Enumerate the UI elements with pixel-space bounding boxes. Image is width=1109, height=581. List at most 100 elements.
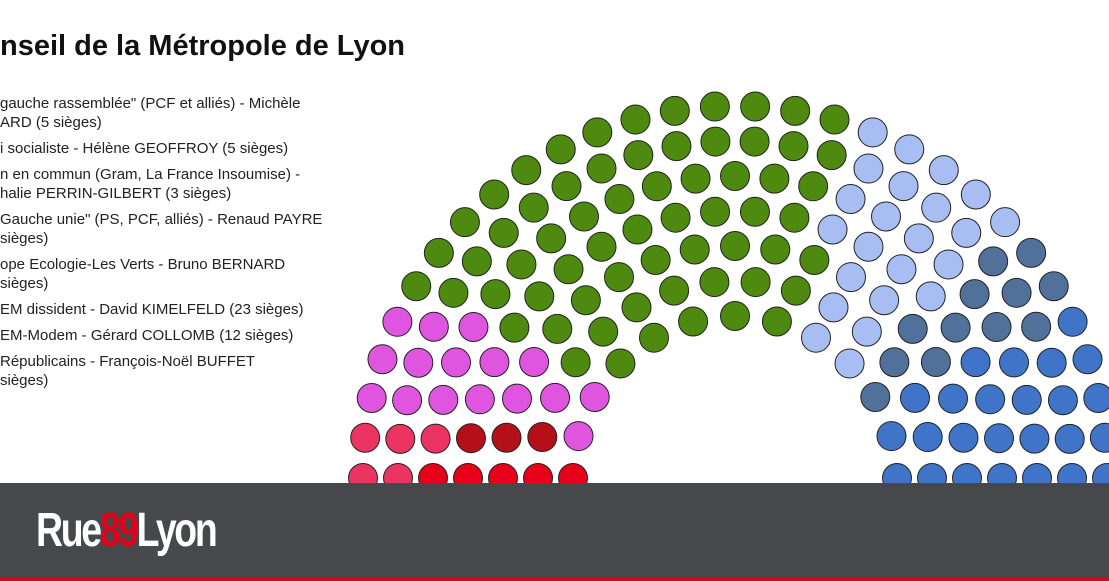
seat <box>519 347 550 377</box>
seat <box>438 277 469 308</box>
seat <box>940 312 971 343</box>
seat <box>699 91 730 122</box>
legend-entry: EM-Modem - Gérard COLLOMB (12 sièges) <box>0 327 294 344</box>
seat <box>978 246 1009 277</box>
seat <box>700 196 731 227</box>
seat <box>897 313 928 344</box>
seat <box>423 237 454 268</box>
seat <box>403 347 434 378</box>
seat <box>1054 423 1085 454</box>
seat <box>540 382 571 413</box>
seat <box>1083 383 1109 414</box>
seat <box>679 234 710 265</box>
seat <box>392 385 423 416</box>
seat <box>440 347 471 378</box>
seat <box>367 344 398 375</box>
seat <box>860 382 891 412</box>
seat <box>536 223 567 254</box>
seat <box>501 383 532 414</box>
seat <box>678 306 709 337</box>
seat <box>605 348 636 379</box>
seat <box>817 214 848 245</box>
seat <box>418 311 449 342</box>
seat <box>350 422 381 453</box>
seat <box>623 140 654 171</box>
seat <box>871 201 901 232</box>
seat <box>759 163 790 194</box>
seat <box>488 217 519 248</box>
seat <box>739 196 770 227</box>
seat <box>818 292 849 323</box>
seat <box>816 140 847 171</box>
seat <box>876 421 907 452</box>
seat <box>1019 423 1050 454</box>
seat <box>382 306 413 337</box>
seat <box>836 262 866 293</box>
seat <box>621 292 652 323</box>
seat <box>888 171 919 202</box>
seat <box>527 422 558 453</box>
seat <box>511 155 542 186</box>
seat <box>798 171 829 202</box>
seat <box>542 313 573 344</box>
seat <box>801 322 831 353</box>
seat <box>385 423 416 454</box>
logo: Rue89Lyon <box>36 503 218 558</box>
seat <box>622 214 653 245</box>
seat <box>778 131 809 162</box>
seat <box>921 192 952 223</box>
seat <box>560 347 591 378</box>
logo-part: Lyon <box>136 504 218 557</box>
seat <box>912 422 943 453</box>
seat <box>720 161 750 191</box>
seat <box>835 183 866 214</box>
legend-entry: ope Ecologie-Les Verts - Bruno BERNARD s… <box>0 256 286 292</box>
seat <box>740 267 771 298</box>
seat <box>604 183 635 214</box>
seat <box>720 231 750 261</box>
seat <box>563 421 594 452</box>
seat <box>449 207 480 238</box>
legend-entry: i socialiste - Hélène GEOFFROY (5 sièges… <box>0 140 289 157</box>
seat <box>659 95 690 126</box>
logo-part: Rue <box>36 504 102 557</box>
seat <box>999 347 1030 378</box>
seat <box>480 279 511 310</box>
logo-part: 89 <box>99 504 139 557</box>
seat <box>461 246 492 277</box>
seat <box>740 91 771 122</box>
seat <box>680 163 711 194</box>
seat <box>879 347 910 378</box>
seat <box>761 306 792 337</box>
seat <box>960 347 991 378</box>
seat <box>894 134 925 165</box>
seat <box>506 249 537 280</box>
seat <box>518 192 549 223</box>
seat <box>582 117 613 148</box>
seat <box>780 95 811 126</box>
seat <box>524 281 555 312</box>
seat <box>851 316 882 347</box>
seat <box>579 382 610 412</box>
seat <box>1011 384 1042 415</box>
seat <box>853 231 884 262</box>
seat <box>857 117 888 148</box>
seat <box>899 382 930 413</box>
seat <box>903 223 934 254</box>
seat <box>720 301 750 331</box>
seat <box>458 312 489 342</box>
seat <box>428 384 459 415</box>
seat <box>699 267 730 298</box>
seat <box>819 104 850 135</box>
seat <box>586 231 617 262</box>
seat <box>990 207 1021 238</box>
seat <box>948 422 979 453</box>
seat <box>700 126 731 157</box>
seat <box>639 322 669 353</box>
seat <box>975 384 1006 415</box>
seat <box>553 254 584 285</box>
seat <box>920 347 951 377</box>
seat <box>464 384 495 415</box>
seat <box>959 279 990 310</box>
